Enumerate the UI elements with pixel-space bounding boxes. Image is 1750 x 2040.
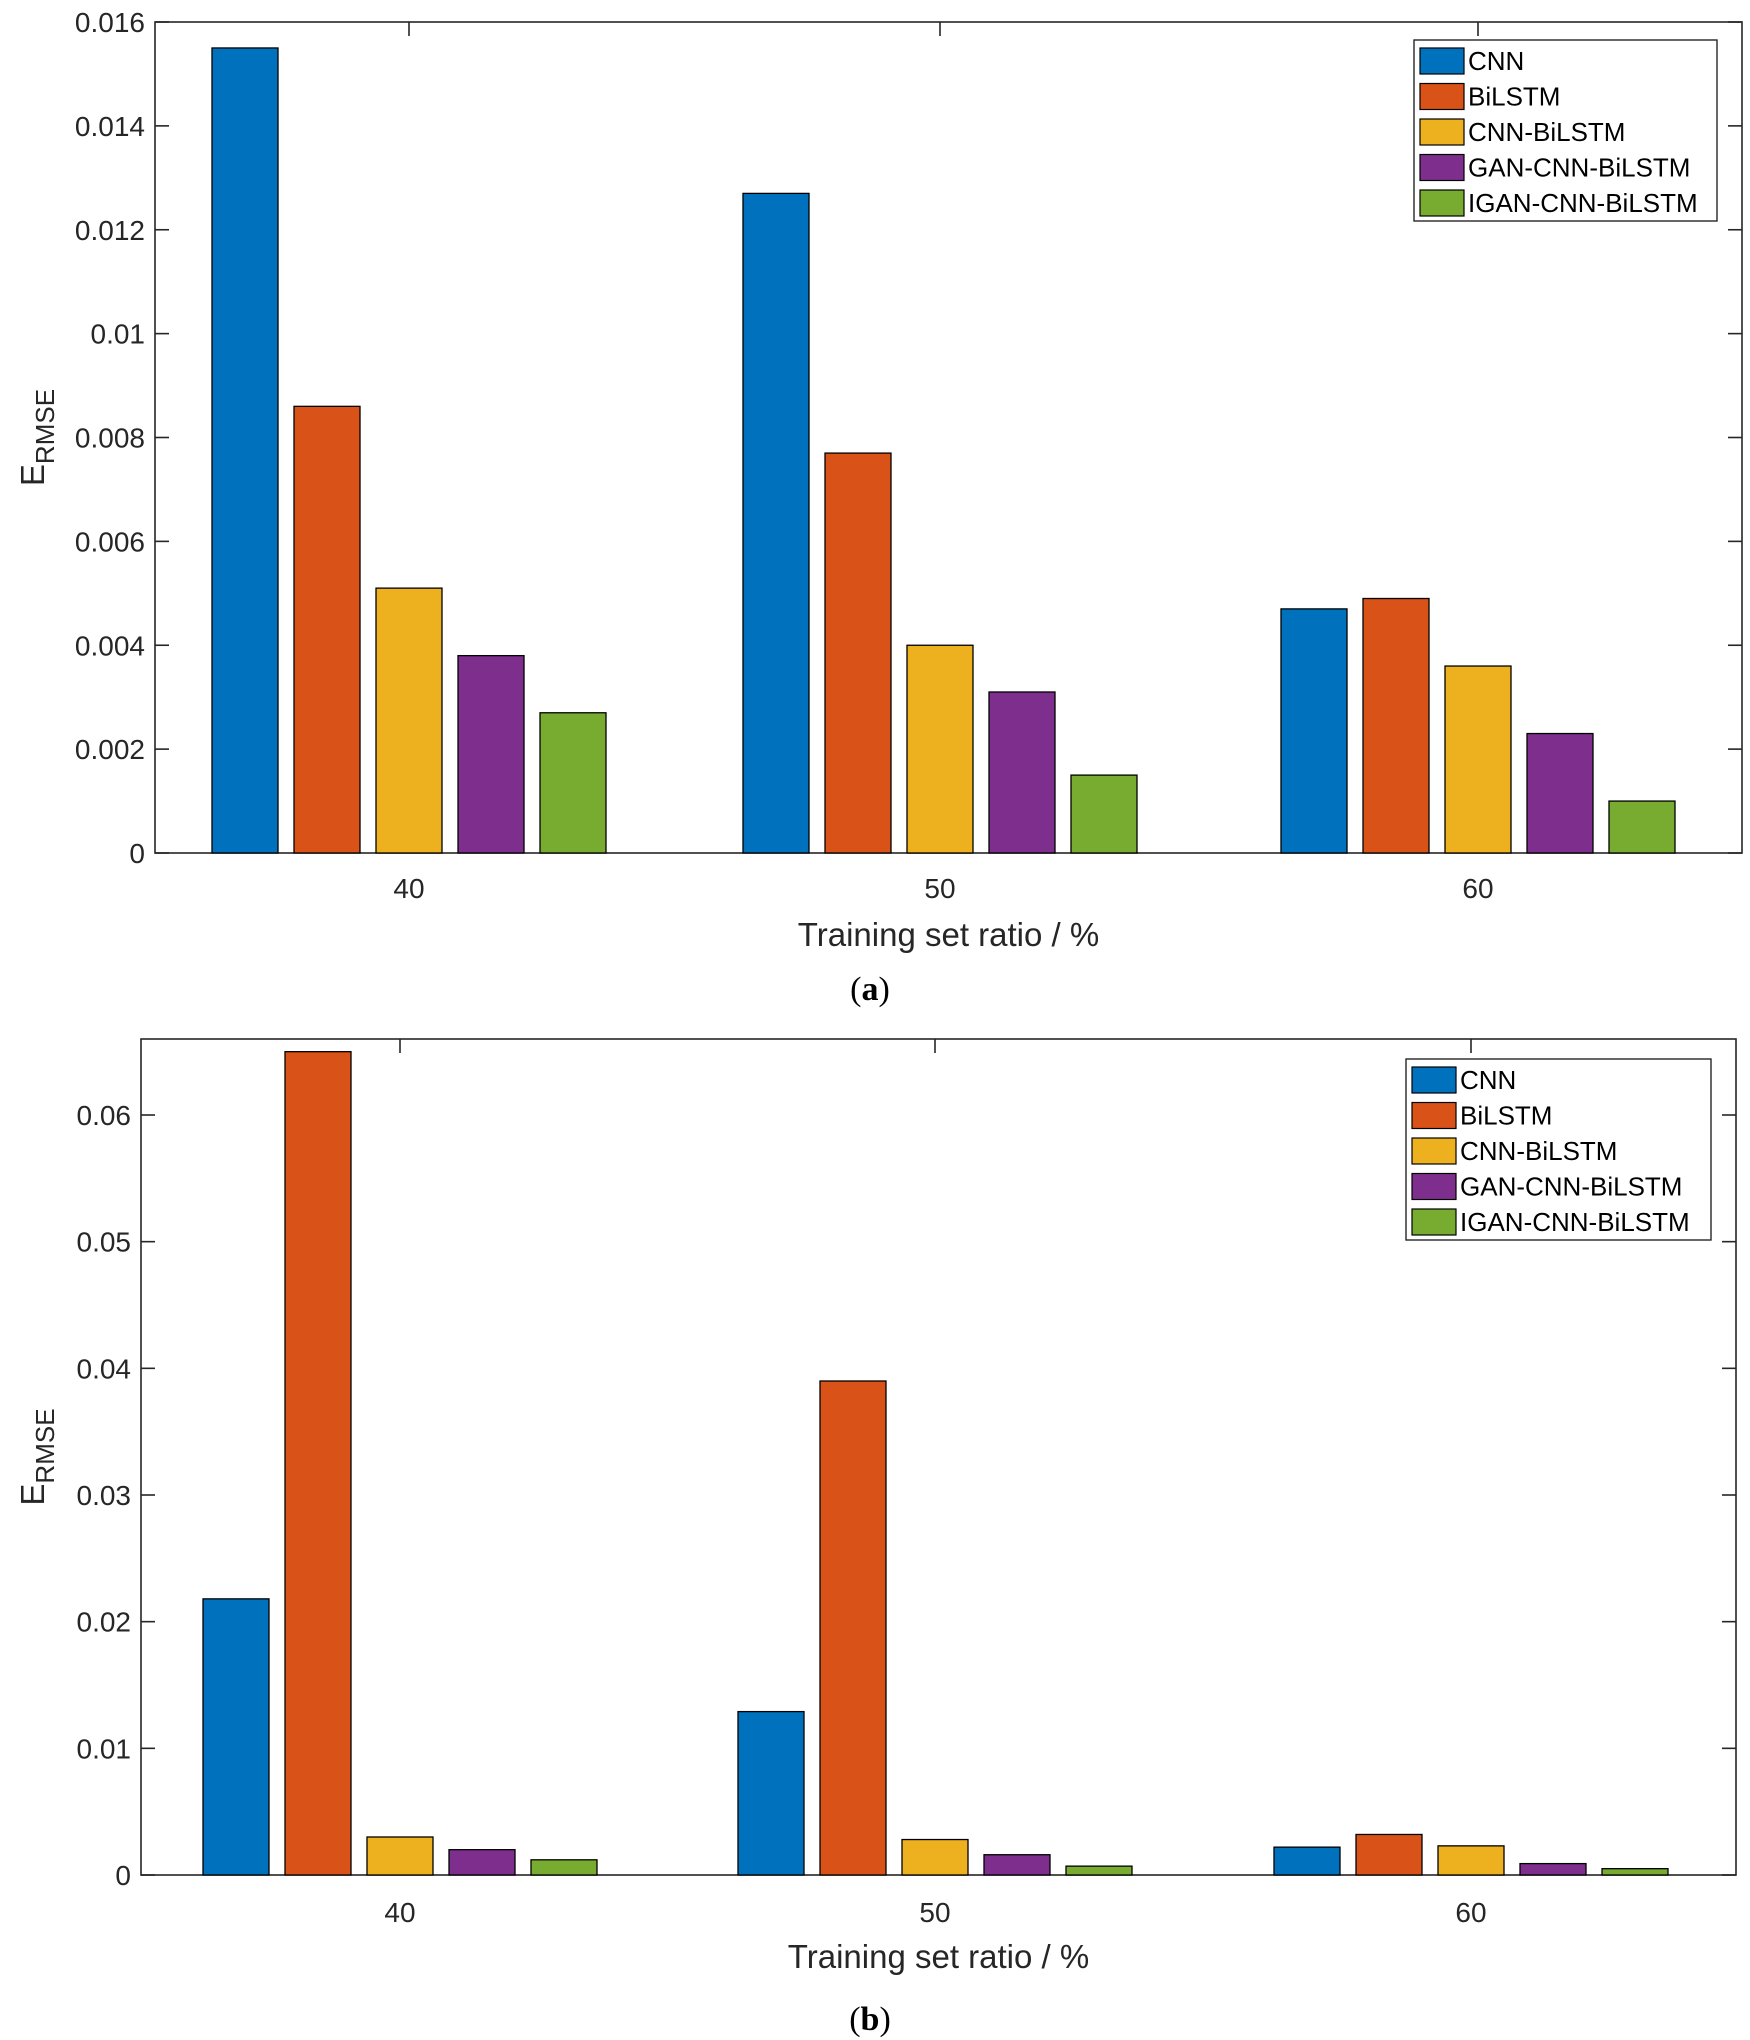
chart-b-legend-swatch-cnn-bilstm <box>1411 1137 1457 1165</box>
chart-b-ytick-label: 0.05 <box>77 1227 132 1258</box>
chart-b-ytick-label: 0.04 <box>77 1353 132 1384</box>
chart-a-bar-bilstm-60 <box>1362 597 1430 854</box>
chart-b-ytick-label: 0.06 <box>77 1100 132 1131</box>
chart-b-legend-label-cnn-bilstm: CNN-BiLSTM <box>1460 1136 1617 1166</box>
chart-b-bar-igan-cnn-bilstm-50 <box>1065 1865 1133 1876</box>
chart-a-ytick-label: 0.016 <box>75 7 145 38</box>
chart-a-caption: (a) <box>850 971 890 1008</box>
chart-a-bar-cnn-50 <box>742 192 810 854</box>
chart-a-ytick-label: 0.004 <box>75 630 145 661</box>
chart-a-bar-bilstm-50 <box>824 452 892 854</box>
chart-a: 0 0.002 0.004 0.006 0.008 0.01 0.012 0.014 0.016… <box>14 7 1743 1008</box>
chart-b-bar-cnn-bilstm-50 <box>901 1838 969 1876</box>
chart-b-bar-bilstm-60 <box>1355 1833 1423 1876</box>
chart-a-legend-label-cnn-bilstm: CNN-BiLSTM <box>1468 117 1625 147</box>
chart-a-x-axis-title: Training set ratio / % <box>798 916 1099 953</box>
chart-b-bar-bilstm-50 <box>819 1380 887 1876</box>
chart-a-legend-label-gan-cnn-bilstm: GAN-CNN-BiLSTM <box>1468 153 1690 183</box>
chart-a-legend-swatch-cnn <box>1419 47 1465 75</box>
chart-a-bar-cnn-bilstm-60 <box>1444 665 1512 854</box>
chart-b-bar-gan-cnn-bilstm-40 <box>448 1849 516 1876</box>
chart-b-legend-label-gan-cnn-bilstm: GAN-CNN-BiLSTM <box>1460 1172 1682 1202</box>
chart-a-ytick-label: 0.012 <box>75 215 145 246</box>
chart-a-legend-swatch-bilstm <box>1419 82 1465 111</box>
chart-a-bar-gan-cnn-bilstm-60 <box>1526 732 1594 854</box>
chart-b-bar-cnn-60 <box>1273 1846 1341 1876</box>
chart-b-y-axis-title: ERMSE <box>14 1408 60 1505</box>
chart-b-bar-bilstm-40 <box>284 1051 352 1876</box>
chart-b-legend-swatch-igan-cnn-bilstm <box>1411 1208 1457 1236</box>
chart-b: 0 0.01 0.02 0.03 0.04 0.05 0.06 40 50 60 Training … <box>14 1038 1737 2038</box>
chart-a-xtick-label: 50 <box>924 873 955 904</box>
chart-a-bar-cnn-bilstm-50 <box>906 644 974 854</box>
chart-a-bar-gan-cnn-bilstm-40 <box>457 654 525 854</box>
chart-b-legend-swatch-gan-cnn-bilstm <box>1411 1172 1457 1201</box>
chart-b-xtick-label: 40 <box>384 1897 415 1928</box>
chart-a-bar-igan-cnn-bilstm-40 <box>539 712 607 854</box>
chart-a-ytick-label: 0.006 <box>75 526 145 557</box>
chart-a-xtick-label: 40 <box>393 873 424 904</box>
chart-a-legend-swatch-igan-cnn-bilstm <box>1419 189 1465 217</box>
chart-a-ytick-label: 0.01 <box>91 319 146 350</box>
chart-b-x-axis-title: Training set ratio / % <box>788 1938 1089 1975</box>
chart-b-legend-label-igan-cnn-bilstm: IGAN-CNN-BiLSTM <box>1460 1207 1690 1237</box>
chart-b-xtick-label: 50 <box>919 1897 950 1928</box>
chart-a-y-axis-title: ERMSE <box>14 389 60 486</box>
chart-b-xtick-label: 60 <box>1455 1897 1486 1928</box>
chart-b-ytick-label: 0.02 <box>77 1607 132 1638</box>
chart-a-legend-swatch-cnn-bilstm <box>1419 118 1465 146</box>
chart-b-ytick-label: 0 <box>115 1860 131 1891</box>
chart-b-bar-cnn-bilstm-60 <box>1437 1845 1505 1876</box>
chart-a-bar-igan-cnn-bilstm-50 <box>1070 774 1138 854</box>
chart-a-xtick-label: 60 <box>1462 873 1493 904</box>
chart-a-legend-label-igan-cnn-bilstm: IGAN-CNN-BiLSTM <box>1468 188 1698 218</box>
chart-a-ytick-label: 0 <box>129 838 145 869</box>
chart-b-bar-gan-cnn-bilstm-50 <box>983 1854 1051 1876</box>
chart-b-legend-label-cnn: CNN <box>1460 1065 1516 1095</box>
chart-b-ytick-label: 0.01 <box>77 1733 132 1764</box>
chart-b-legend-label-bilstm: BiLSTM <box>1460 1101 1552 1131</box>
chart-b-bar-cnn-40 <box>202 1598 270 1876</box>
chart-b-bar-cnn-bilstm-40 <box>366 1836 434 1876</box>
chart-a-bar-gan-cnn-bilstm-50 <box>988 691 1056 854</box>
chart-b-legend-box <box>1405 1058 1712 1241</box>
chart-a-legend-swatch-gan-cnn-bilstm <box>1419 153 1465 182</box>
chart-a-ytick-label: 0.008 <box>75 423 145 454</box>
chart-b-legend-swatch-cnn <box>1411 1066 1457 1094</box>
chart-a-legend-label-cnn: CNN <box>1468 46 1524 76</box>
chart-b-bar-igan-cnn-bilstm-60 <box>1601 1868 1669 1876</box>
chart-b-legend-swatch-bilstm <box>1411 1101 1457 1130</box>
chart-a-bar-cnn-60 <box>1280 608 1348 854</box>
chart-b-bar-gan-cnn-bilstm-60 <box>1519 1862 1587 1876</box>
chart-b-bar-cnn-50 <box>737 1710 805 1876</box>
chart-a-bar-cnn-40 <box>211 47 279 854</box>
chart-b-ytick-label: 0.03 <box>77 1480 132 1511</box>
chart-b-bar-igan-cnn-bilstm-40 <box>530 1859 598 1876</box>
chart-a-ytick-label: 0.014 <box>75 111 145 142</box>
chart-a-bar-igan-cnn-bilstm-60 <box>1608 800 1676 854</box>
chart-b-caption: (b) <box>849 2001 891 2038</box>
chart-a-bar-cnn-bilstm-40 <box>375 587 443 854</box>
chart-a-ytick-label: 0.002 <box>75 734 145 765</box>
chart-a-legend-label-bilstm: BiLSTM <box>1468 82 1560 112</box>
chart-a-bar-bilstm-40 <box>293 405 361 854</box>
